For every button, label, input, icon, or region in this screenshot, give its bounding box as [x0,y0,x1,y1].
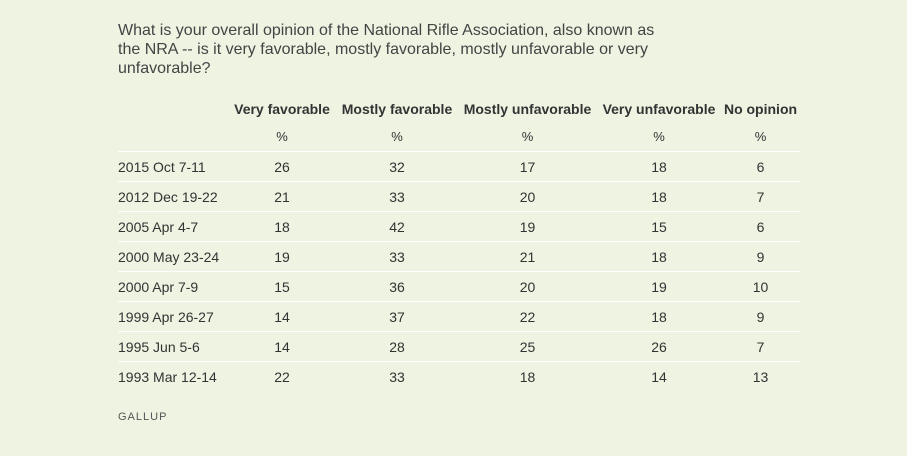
table-row: 1993 Mar 12-14 22 33 18 14 13 [118,362,800,392]
row-date-label: 2005 Apr 4-7 [118,211,228,242]
data-value-cell: 14 [228,301,336,332]
data-value-cell: 7 [721,331,800,362]
data-value-cell: 33 [389,368,405,385]
data-value-cell: 28 [336,331,458,362]
data-value-cell: 26 [228,151,336,182]
data-value-cell: 19 [458,211,597,242]
row-date-label: 2015 Oct 7-11 [118,151,228,182]
table-row: 2012 Dec 19-22 21 33 20 18 7 [118,181,800,212]
data-value-cell: 37 [336,301,458,332]
data-value-cell: 26 [597,331,721,362]
units-cell-blank [118,121,228,152]
data-value-cell: 18 [228,211,336,242]
unit-cell: % [336,121,458,152]
header-cell-blank [118,97,228,121]
data-value-cell: 14 [651,368,667,385]
table-row: 2005 Apr 4-7 18 42 19 15 6 [118,211,800,242]
table-row: 1995 Jun 5-6 14 28 25 26 7 [118,331,800,362]
data-value-cell: 18 [597,181,721,212]
data-value-cell: 18 [519,368,536,385]
data-value-cell: 21 [228,181,336,212]
data-value-cell: 9 [721,241,800,272]
data-value-cell: 18 [597,241,721,272]
data-value-cell: 9 [721,301,800,332]
row-date-label: 2000 May 23-24 [118,241,228,272]
data-value-cell: 7 [721,181,800,212]
column-header: No opinion [723,101,798,117]
data-value-cell: 20 [458,181,597,212]
row-date-label: 1993 Mar 12-14 [118,368,217,385]
data-value-cell: 6 [721,211,800,242]
data-value-cell: 33 [336,241,458,272]
results-table: Very favorable Mostly favorable Mostly unf… [118,97,800,391]
unit-cell: % [597,121,721,152]
data-value-cell: 20 [458,271,597,302]
row-date-label: 1995 Jun 5-6 [118,331,228,362]
table-row: 2000 Apr 7-9 15 36 20 19 10 [118,271,800,302]
row-date-label: 2000 Apr 7-9 [118,271,228,302]
table-row: 2015 Oct 7-11 26 32 17 18 6 [118,151,800,182]
data-value-cell: 25 [458,331,597,362]
column-header: Mostly unfavorable [463,101,592,117]
column-header: Very favorable [234,101,330,117]
units-row: %%%%% [118,121,800,152]
data-value-cell: 6 [721,151,800,182]
data-value-cell: 22 [274,368,290,385]
data-value-cell: 15 [228,271,336,302]
data-value-cell: 19 [228,241,336,272]
table-body: 2015 Oct 7-11 26 32 17 18 6 2012 Dec 19-22 21 33… [118,151,800,392]
table-row: 2000 May 23-24 19 33 21 18 9 [118,241,800,272]
data-value-cell: 15 [597,211,721,242]
unit-cell: % [228,121,336,152]
data-value-cell: 17 [458,151,597,182]
data-value-cell: 14 [228,331,336,362]
data-value-cell: 18 [597,151,721,182]
row-date-label: 1999 Apr 26-27 [118,301,228,332]
header-row: Very favorable Mostly favorable Mostly unf… [118,97,800,121]
data-value-cell: 32 [336,151,458,182]
data-value-cell: 18 [597,301,721,332]
data-value-cell: 10 [721,271,800,302]
data-value-cell: 36 [336,271,458,302]
column-header: Mostly favorable [341,101,453,117]
chart-container: What is your overall opinion of the Nati… [118,21,800,391]
row-date-label: 2012 Dec 19-22 [118,181,228,212]
data-value-cell: 22 [458,301,597,332]
column-header: Very unfavorable [602,101,716,117]
data-value-cell: 13 [752,368,769,385]
unit-cell: % [721,121,800,152]
unit-cell: % [458,121,597,152]
data-value-cell: 21 [458,241,597,272]
source-label: GALLUP [118,411,168,423]
data-value-cell: 33 [336,181,458,212]
data-value-cell: 42 [336,211,458,242]
table-row: 1999 Apr 26-27 14 37 22 18 9 [118,301,800,332]
data-value-cell: 19 [597,271,721,302]
question-title: What is your overall opinion of the Nati… [118,22,655,77]
